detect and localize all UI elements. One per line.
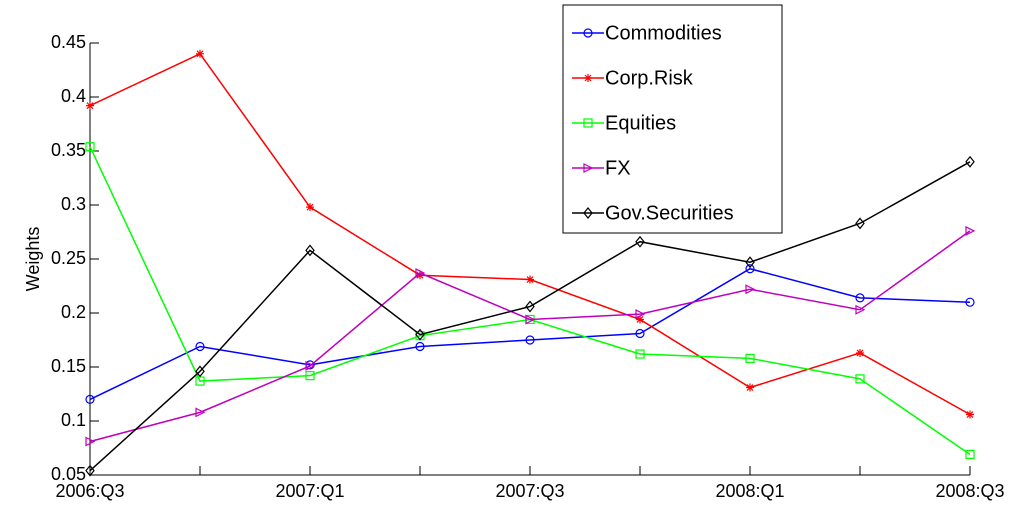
legend: Commodities Corp.Risk Equities FX Gov.Securi… bbox=[562, 4, 783, 234]
y-tick-label: 0.2 bbox=[61, 302, 86, 322]
marker bbox=[855, 293, 865, 303]
marker bbox=[86, 101, 94, 110]
legend-label: Gov.Securities bbox=[605, 202, 734, 224]
marker bbox=[525, 300, 535, 313]
marker bbox=[195, 341, 205, 352]
marker bbox=[746, 383, 754, 392]
marker bbox=[305, 371, 315, 381]
marker bbox=[745, 353, 755, 363]
marker bbox=[965, 155, 975, 168]
x-tick-label: 2007:Q3 bbox=[495, 481, 564, 501]
marker bbox=[415, 268, 426, 279]
x-tick-label: 2007:Q1 bbox=[275, 481, 344, 501]
series-line bbox=[89, 230, 971, 443]
marker bbox=[584, 74, 592, 82]
marker bbox=[525, 314, 536, 325]
legend-label: Corp.Risk bbox=[605, 67, 694, 89]
series-line bbox=[89, 267, 971, 401]
marker bbox=[745, 264, 755, 274]
marker bbox=[855, 217, 865, 230]
marker bbox=[306, 203, 314, 212]
marker bbox=[415, 341, 425, 352]
legend-box bbox=[562, 4, 783, 234]
marker bbox=[635, 328, 645, 339]
series-line bbox=[89, 52, 971, 416]
y-tick-label: 0.1 bbox=[61, 410, 86, 430]
y-tick-label: 0.25 bbox=[51, 248, 86, 268]
marker bbox=[965, 225, 976, 236]
series-line bbox=[89, 161, 971, 472]
marker bbox=[583, 28, 593, 38]
x-tick-label: 2006:Q3 bbox=[55, 481, 124, 501]
marker bbox=[965, 449, 975, 460]
y-tick-label: 0.45 bbox=[51, 32, 86, 52]
marker bbox=[745, 284, 756, 295]
marker bbox=[966, 410, 974, 419]
marker bbox=[855, 304, 866, 315]
marker bbox=[855, 374, 865, 384]
marker bbox=[745, 256, 755, 269]
marker bbox=[856, 348, 864, 357]
marker bbox=[415, 328, 425, 341]
marker bbox=[196, 49, 204, 58]
marker bbox=[636, 315, 644, 324]
y-tick-label: 0.4 bbox=[61, 86, 86, 106]
marker bbox=[583, 207, 593, 219]
marker bbox=[526, 275, 534, 284]
marker bbox=[525, 335, 535, 345]
x-tick-label: 2008:Q1 bbox=[715, 481, 784, 501]
marker bbox=[85, 142, 95, 152]
legend-label: Equities bbox=[605, 112, 676, 134]
marker bbox=[85, 464, 95, 477]
marker bbox=[85, 394, 95, 404]
marker bbox=[635, 235, 645, 248]
marker bbox=[583, 163, 594, 173]
marker bbox=[195, 407, 206, 418]
x-tick-label: 2008:Q3 bbox=[935, 481, 1004, 501]
marker bbox=[965, 297, 975, 307]
y-tick-label: 0.35 bbox=[51, 140, 86, 160]
y-tick-label: 0.15 bbox=[51, 356, 86, 376]
legend-label: FX bbox=[605, 157, 631, 179]
marker bbox=[195, 365, 205, 378]
marker bbox=[635, 309, 646, 320]
y-axis-label: Weights bbox=[23, 227, 43, 292]
marker bbox=[305, 244, 315, 257]
marker bbox=[305, 360, 316, 371]
legend-label: Commodities bbox=[605, 22, 722, 44]
y-tick-label: 0.3 bbox=[61, 194, 86, 214]
marker bbox=[583, 118, 593, 128]
marker bbox=[85, 436, 96, 447]
y-tick-label: 0.05 bbox=[51, 464, 86, 484]
marker bbox=[635, 349, 645, 359]
